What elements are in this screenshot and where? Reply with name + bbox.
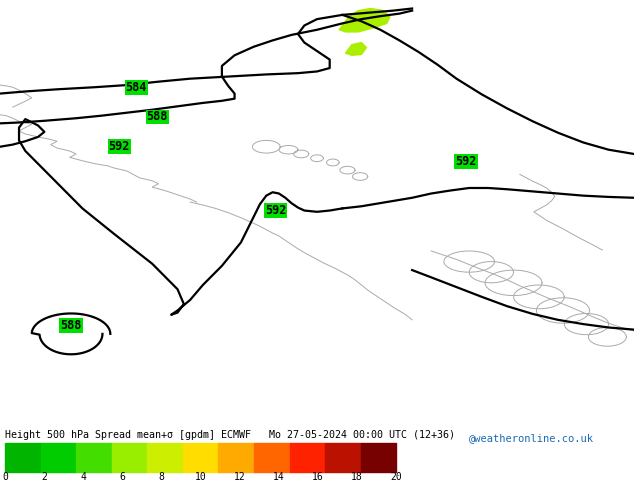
Text: 8: 8 bbox=[158, 472, 164, 482]
Text: 16: 16 bbox=[312, 472, 324, 482]
Text: 588: 588 bbox=[60, 319, 82, 332]
Bar bbox=[290, 443, 325, 472]
Bar bbox=[76, 443, 112, 472]
Text: 14: 14 bbox=[273, 472, 285, 482]
Bar bbox=[147, 443, 183, 472]
Text: 584: 584 bbox=[126, 81, 147, 94]
Text: 18: 18 bbox=[351, 472, 363, 482]
Text: 588: 588 bbox=[146, 110, 168, 123]
Text: 20: 20 bbox=[391, 472, 402, 482]
Bar bbox=[361, 443, 396, 472]
Text: 12: 12 bbox=[234, 472, 245, 482]
Bar bbox=[254, 443, 290, 472]
Text: 592: 592 bbox=[108, 140, 130, 153]
Text: 592: 592 bbox=[455, 155, 477, 168]
Bar bbox=[219, 443, 254, 472]
Text: 592: 592 bbox=[265, 204, 287, 217]
Text: 0: 0 bbox=[2, 472, 8, 482]
Bar bbox=[41, 443, 76, 472]
Polygon shape bbox=[339, 8, 390, 32]
Text: 6: 6 bbox=[119, 472, 126, 482]
Text: Height 500 hPa Spread mean+σ [gpdm] ECMWF   Mo 27-05-2024 00:00 UTC (12+36): Height 500 hPa Spread mean+σ [gpdm] ECMW… bbox=[5, 431, 455, 441]
Polygon shape bbox=[346, 43, 366, 55]
Text: @weatheronline.co.uk: @weatheronline.co.uk bbox=[469, 433, 594, 443]
Text: 2: 2 bbox=[41, 472, 47, 482]
Text: 10: 10 bbox=[195, 472, 207, 482]
Text: 4: 4 bbox=[81, 472, 86, 482]
Bar bbox=[5, 443, 41, 472]
Bar bbox=[112, 443, 147, 472]
Bar bbox=[183, 443, 219, 472]
Bar bbox=[325, 443, 361, 472]
